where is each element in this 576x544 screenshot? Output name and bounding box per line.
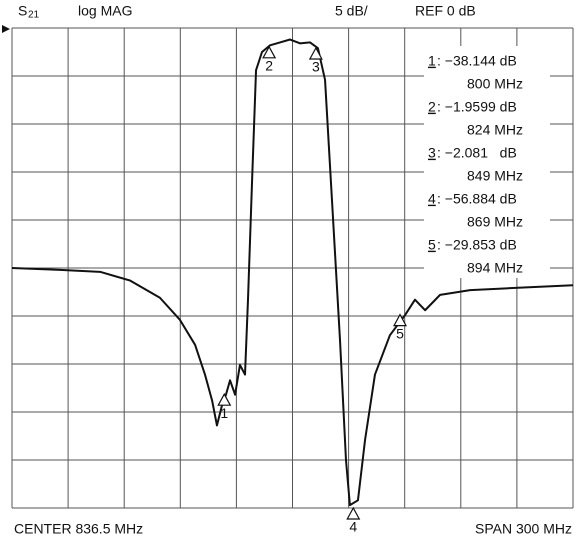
marker-triangle — [346, 506, 361, 520]
marker-frequency: 869 MHz — [467, 214, 523, 230]
marker-frequency: 824 MHz — [467, 122, 523, 138]
marker-frequency: 849 MHz — [467, 168, 523, 184]
marker-frequency: 894 MHz — [467, 260, 523, 276]
marker-tag: 3 — [312, 59, 320, 75]
marker-number: 1 — [428, 53, 436, 69]
marker-triangle — [262, 45, 277, 59]
marker-tag: 4 — [349, 519, 357, 535]
marker-value: : −1.9599 dB — [437, 99, 517, 115]
reference: REF 0 dB — [415, 3, 476, 19]
format: log MAG — [78, 3, 132, 19]
marker-number: 4 — [428, 191, 436, 207]
marker-value: : −56.884 dB — [437, 191, 517, 207]
scale: 5 dB/ — [335, 3, 368, 19]
measurement: S — [18, 3, 27, 19]
span: SPAN 300 MHz — [475, 521, 572, 537]
marker-tag: 1 — [220, 405, 228, 421]
marker-triangle — [217, 392, 232, 406]
marker-tag: 5 — [396, 325, 404, 341]
marker-triangle — [308, 46, 323, 60]
marker-number: 5 — [428, 237, 436, 253]
marker-number: 2 — [428, 99, 436, 115]
marker-readout-bg — [424, 46, 550, 278]
marker-tag: 2 — [265, 58, 273, 74]
marker-number: 3 — [428, 145, 436, 161]
center-frequency: CENTER 836.5 MHz — [14, 521, 143, 537]
marker-frequency: 800 MHz — [467, 76, 523, 92]
measurement-sub: 21 — [28, 10, 40, 21]
trace — [11, 38, 574, 507]
reference-pointer — [2, 25, 10, 33]
marker-value: : −29.853 dB — [437, 237, 517, 253]
marker-value: : −2.081 dB — [437, 145, 517, 161]
marker-value: : −38.144 dB — [437, 53, 517, 69]
marker-triangle — [393, 313, 408, 327]
